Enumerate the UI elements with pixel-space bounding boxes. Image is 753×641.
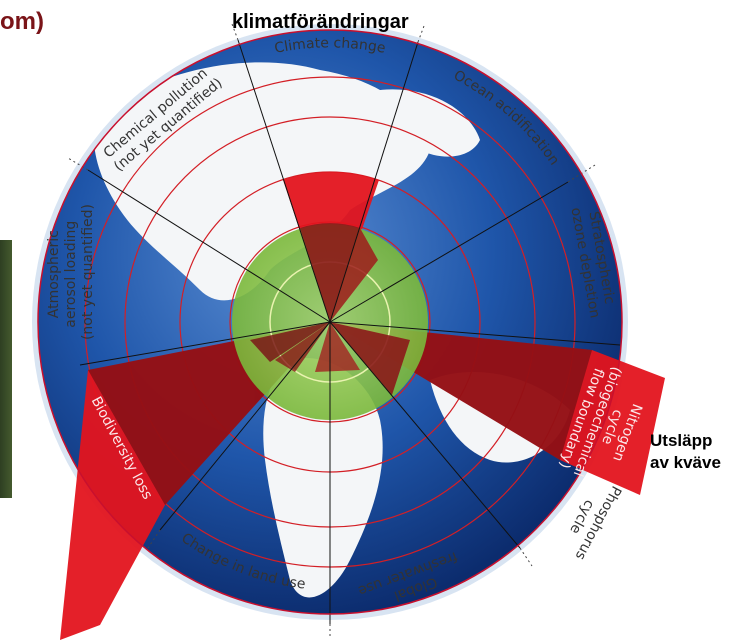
nitrogen-emissions-note: Utsläpp av kväve bbox=[650, 430, 721, 474]
inner-ocean bbox=[330, 228, 378, 322]
label-atmospheric-aerosol: Atmospheric aerosol loading (not yet qua… bbox=[46, 204, 96, 340]
left-image-fragment bbox=[0, 240, 12, 498]
label-climate-change: Climate change bbox=[273, 35, 387, 56]
diagram-title: klimatförändringar bbox=[232, 11, 409, 33]
header-fragment: om) bbox=[0, 8, 44, 35]
globe-rim bbox=[37, 29, 623, 615]
inner-climate bbox=[300, 223, 360, 322]
inner-freshwater bbox=[315, 322, 360, 372]
inner-nitrogen bbox=[330, 322, 410, 395]
sector-biodiversity-loss bbox=[60, 322, 330, 640]
inner-biodiversity bbox=[250, 322, 330, 362]
nitrogen-note-line2: av kväve bbox=[650, 453, 721, 472]
sector-dividers bbox=[79, 39, 621, 624]
inner-landuse bbox=[275, 322, 330, 372]
nitrogen-note-line1: Utsläpp bbox=[650, 431, 713, 450]
